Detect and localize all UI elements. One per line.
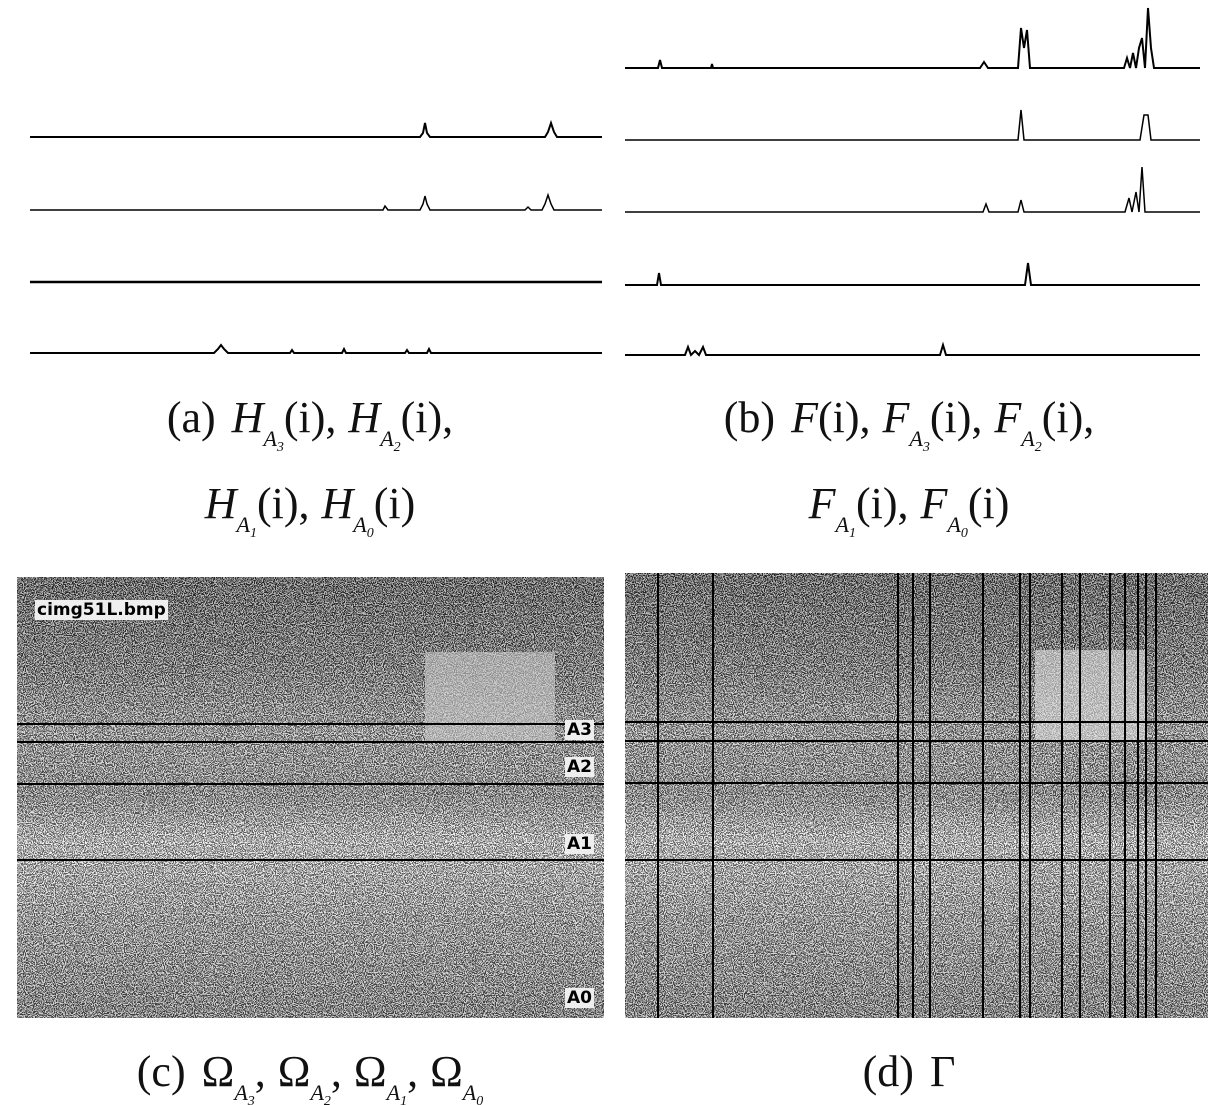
sub-subscript: 2	[394, 440, 401, 455]
math-term: HA3(i),	[232, 393, 337, 442]
argument: ,	[255, 1047, 266, 1096]
caption-label: (b)	[724, 393, 775, 442]
symbol: H	[232, 393, 264, 442]
caption-line: (b)F(i),FA3(i),FA2(i),	[615, 392, 1211, 478]
caption-line: FA1(i),FA0(i)	[615, 478, 1211, 564]
sub-subscript: 2	[1035, 440, 1042, 455]
region-label: A3	[565, 720, 594, 740]
argument: (i),	[1042, 393, 1095, 442]
sub-subscript: 0	[961, 526, 968, 541]
sub-subscript: 3	[277, 440, 284, 455]
symbol: H	[205, 479, 237, 528]
argument: (i),	[284, 393, 337, 442]
subscript: A3	[234, 1080, 254, 1105]
argument: (i)	[374, 479, 416, 528]
sub-subscript: 1	[849, 526, 856, 541]
caption-label: (a)	[167, 393, 216, 442]
caption-label: (c)	[137, 1047, 186, 1096]
signal-plots-a	[30, 123, 602, 353]
math-term: ΩA2,	[278, 1047, 342, 1096]
symbol: F	[921, 479, 948, 528]
argument: (i),	[401, 393, 454, 442]
symbol: Ω	[354, 1047, 387, 1096]
sub-subscript: 2	[324, 1094, 331, 1105]
math-term: Γ	[930, 1047, 955, 1096]
sub-subscript: 3	[248, 1094, 255, 1105]
symbol: Ω	[278, 1047, 311, 1096]
subscript: A1	[836, 512, 856, 537]
road-image-c	[17, 577, 604, 1018]
argument: (i),	[856, 479, 909, 528]
sub-subscript: 0	[367, 526, 374, 541]
subscript: A3	[909, 426, 929, 451]
argument: (i)	[968, 479, 1010, 528]
figure: cimg51L.bmp A3 A2 A1 A0 (a)HA3(i),HA2(i)…	[0, 0, 1211, 1105]
caption-label: (d)	[863, 1047, 914, 1096]
math-term: ΩA3,	[202, 1047, 266, 1096]
symbol: Ω	[202, 1047, 235, 1096]
symbol: F	[809, 479, 836, 528]
subscript: A2	[380, 426, 400, 451]
caption: (d) Γ	[615, 1046, 1211, 1105]
subscript: A3	[263, 426, 283, 451]
argument: ,	[331, 1047, 342, 1096]
math-term: FA1(i),	[809, 479, 909, 528]
argument: (i),	[818, 393, 871, 442]
symbol: F	[994, 393, 1021, 442]
symbol: H	[322, 479, 354, 528]
subscript: A0	[947, 512, 967, 537]
road-image-d	[625, 573, 1208, 1018]
caption-line: (d) Γ	[615, 1046, 1211, 1105]
subscript: A2	[310, 1080, 330, 1105]
sub-subscript: 0	[476, 1094, 483, 1105]
caption: (b)F(i),FA3(i),FA2(i),FA1(i),FA0(i)	[615, 392, 1211, 564]
symbol: Ω	[430, 1047, 463, 1096]
subscript: A1	[387, 1080, 407, 1105]
sub-subscript: 1	[250, 526, 257, 541]
subscript: A0	[463, 1080, 483, 1105]
math-term: ΩA0	[430, 1047, 483, 1096]
symbol: H	[348, 393, 380, 442]
argument: (i),	[257, 479, 310, 528]
math-term: HA0(i)	[322, 479, 416, 528]
region-label: A0	[565, 988, 594, 1008]
math-term: FA0(i)	[921, 479, 1010, 528]
symbol: Γ	[930, 1047, 955, 1096]
math-term: F(i),	[791, 393, 870, 442]
caption-line: (a)HA3(i),HA2(i),	[16, 392, 616, 478]
signal-plots-b	[625, 8, 1200, 355]
math-term: FA3(i),	[882, 393, 982, 442]
argument: ,	[407, 1047, 418, 1096]
image-filename: cimg51L.bmp	[35, 600, 168, 620]
caption-line: (c)ΩA3,ΩA2,ΩA1,ΩA0	[16, 1046, 616, 1105]
math-term: FA2(i),	[994, 393, 1094, 442]
region-label: A2	[565, 757, 594, 777]
caption: (c)ΩA3,ΩA2,ΩA1,ΩA0	[16, 1046, 616, 1105]
argument: (i),	[930, 393, 983, 442]
region-label: A1	[565, 834, 594, 854]
sub-subscript: 3	[923, 440, 930, 455]
caption: (a)HA3(i),HA2(i),HA1(i),HA0(i)	[16, 392, 616, 564]
symbol: F	[882, 393, 909, 442]
subscript: A0	[353, 512, 373, 537]
math-term: HA1(i),	[205, 479, 310, 528]
subscript: A2	[1021, 426, 1041, 451]
math-term: HA2(i),	[348, 393, 453, 442]
symbol: F	[791, 393, 818, 442]
caption-line: HA1(i),HA0(i)	[16, 478, 616, 564]
math-term: ΩA1,	[354, 1047, 418, 1096]
subscript: A1	[237, 512, 257, 537]
